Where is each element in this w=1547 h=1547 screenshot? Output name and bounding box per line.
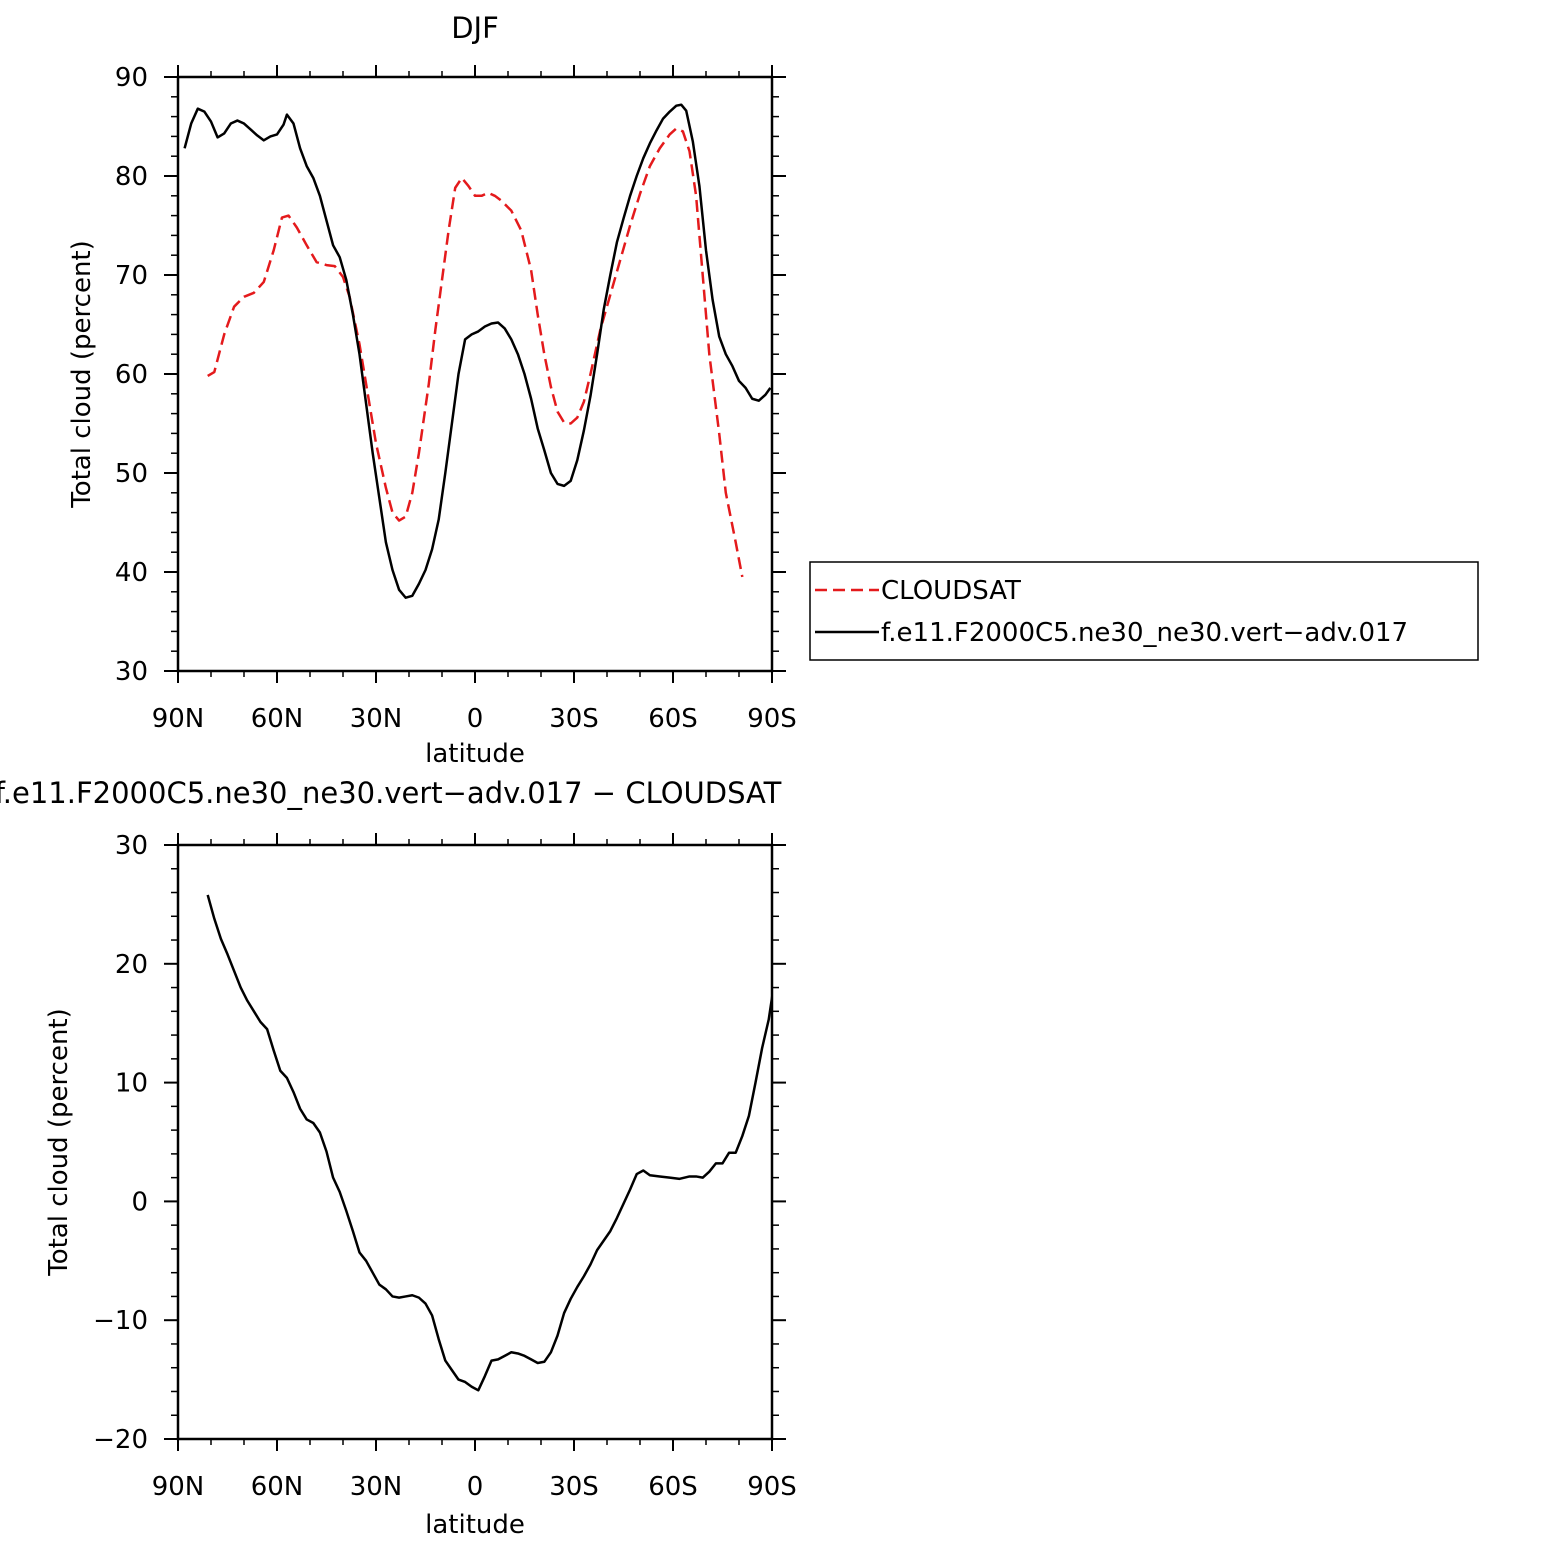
legend-label-cloudsat: CLOUDSAT [881, 576, 1021, 606]
top-series-line-0 [207, 127, 744, 578]
bottom-chart-title: f.e11.F2000C5.ne30_ne30.vert−adv.017 − C… [0, 776, 782, 810]
bottom-x-tick-label: 60S [648, 1472, 698, 1502]
top-y-tick-label: 80 [115, 162, 148, 192]
bottom-x-axis-label: latitude [425, 1510, 525, 1540]
top-chart-title: DJF [451, 11, 499, 45]
top-x-tick-label: 60S [648, 704, 698, 734]
top-y-tick-label: 30 [115, 657, 148, 687]
top-panel: DJF 90N 60N 30N 0 30S 60S 90S 30 40 50 60 70 80 90 la… [67, 11, 797, 769]
top-y-axis-label: Total cloud (percent) [67, 240, 97, 509]
bottom-x-tick-label: 60N [251, 1472, 304, 1502]
bottom-y-tick-label: 30 [115, 831, 148, 861]
top-y-tick-label: 40 [115, 558, 148, 588]
bottom-plot-area: 90N 60N 30N 0 30S 60S 90S −20 −10 0 10 20 30 [93, 831, 797, 1502]
bottom-series-line-0 [206, 894, 772, 1392]
bottom-y-tick-label: 20 [115, 950, 148, 980]
top-y-tick-label: 70 [115, 261, 148, 291]
top-x-tick-label: 30S [549, 704, 599, 734]
bottom-x-tick-label: 90N [152, 1472, 205, 1502]
legend-label-model: f.e11.F2000C5.ne30_ne30.vert−adv.017 [881, 618, 1408, 648]
bottom-x-tick-label: 30S [549, 1472, 599, 1502]
top-y-tick-label: 90 [115, 63, 148, 93]
top-x-tick-label: 0 [467, 704, 484, 734]
bottom-y-tick-label: −10 [93, 1306, 148, 1336]
top-plot-area: 90N 60N 30N 0 30S 60S 90S 30 40 50 60 70 80 90 [115, 63, 797, 734]
bottom-panel: f.e11.F2000C5.ne30_ne30.vert−adv.017 − C… [0, 776, 797, 1540]
bottom-x-tick-label: 90S [747, 1472, 797, 1502]
bottom-y-tick-label: −20 [93, 1425, 148, 1455]
top-x-tick-label: 30N [350, 704, 403, 734]
top-x-tick-label: 90N [152, 704, 205, 734]
legend: CLOUDSAT f.e11.F2000C5.ne30_ne30.vert−ad… [809, 561, 1479, 661]
top-x-tick-label: 60N [251, 704, 304, 734]
top-y-tick-label: 60 [115, 360, 148, 390]
bottom-y-tick-label: 0 [131, 1187, 148, 1217]
legend-box [809, 561, 1479, 661]
bottom-y-axis-label: Total cloud (percent) [44, 1008, 74, 1277]
bottom-y-tick-label: 10 [115, 1069, 148, 1099]
bottom-x-tick-label: 30N [350, 1472, 403, 1502]
top-y-tick-label: 50 [115, 459, 148, 489]
top-series-line-1 [183, 103, 772, 599]
top-x-tick-label: 90S [747, 704, 797, 734]
top-x-axis-label: latitude [425, 739, 525, 769]
bottom-x-tick-label: 0 [467, 1472, 484, 1502]
